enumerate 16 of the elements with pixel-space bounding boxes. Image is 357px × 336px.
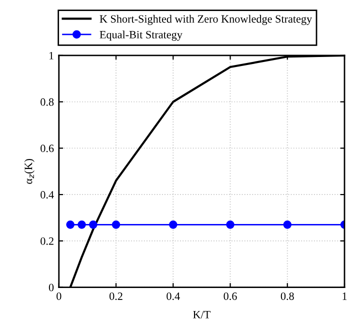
x-tick-label: 0.8	[280, 292, 294, 300]
legend-label: Equal-Bit Strategy	[100, 30, 182, 41]
x-tick-label: 0.4	[166, 292, 180, 300]
y-tick-label: 0	[48, 284, 54, 292]
y-tick-label: 0.4	[40, 191, 54, 199]
x-tick-label: 0.6	[224, 292, 237, 300]
y-tick-label: 0.6	[40, 144, 54, 152]
y-tick-label: 0.8	[40, 98, 54, 106]
x-tick-label: 0.2	[110, 292, 122, 300]
y-tick-label: 0.2	[40, 237, 54, 245]
x-tick-label: 1	[342, 292, 347, 300]
y-axis-title: α$_{z}$(K)	[24, 159, 34, 184]
x-axis-title: K/T	[193, 310, 210, 318]
legend-label: K Short-Sighted with Zero Knowledge Strategy	[100, 14, 312, 25]
x-tick-label: 0	[56, 292, 62, 300]
y-tick-label: 1	[49, 52, 54, 60]
